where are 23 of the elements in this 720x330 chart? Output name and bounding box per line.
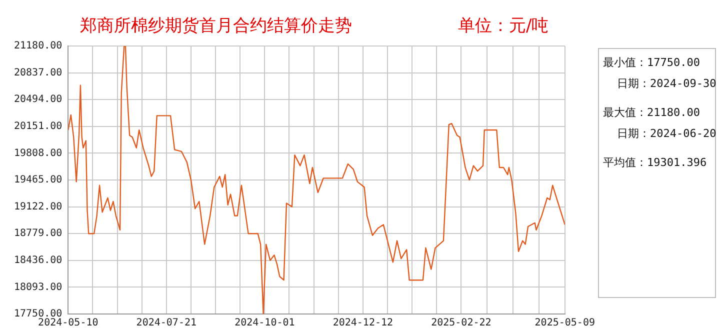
- x-tick-label: 2024-07-21: [136, 318, 197, 329]
- y-tick-label: 20837.00: [14, 67, 62, 78]
- x-tick-label: 2025-02-22: [431, 318, 492, 329]
- text: 日期：2024-06-20: [617, 126, 716, 141]
- x-tick-label: 2024-10-01: [234, 318, 295, 329]
- y-tick-label: 19122.00: [14, 201, 62, 212]
- y-tick-label: 18779.00: [14, 228, 62, 240]
- chart-title: 郑商所棉纱期货首月合约结算价走势: [80, 15, 352, 37]
- text: 日期：2024-09-30: [617, 76, 716, 91]
- y-tick-label: 18436.00: [14, 254, 62, 266]
- y-tick-label: 20151.00: [14, 120, 62, 132]
- x-tick-label: 2025-05-09: [534, 318, 596, 329]
- text: 最大值：21180.00: [603, 105, 701, 120]
- chart-subtitle: 单位：元/吨: [458, 15, 549, 37]
- x-tick-label: 2024-12-12: [332, 318, 394, 329]
- y-tick-label: 19465.00: [14, 174, 62, 186]
- y-tick-label: 19808.00: [14, 148, 62, 159]
- text: 最小值：17750.00: [603, 55, 701, 70]
- x-tick-label: 2024-05-10: [38, 318, 98, 329]
- y-tick-label: 21180.00: [14, 40, 62, 52]
- y-tick-label: 20494.00: [14, 94, 62, 106]
- text: 平均值：19301.396: [603, 155, 708, 170]
- y-tick-label: 18093.00: [14, 282, 62, 293]
